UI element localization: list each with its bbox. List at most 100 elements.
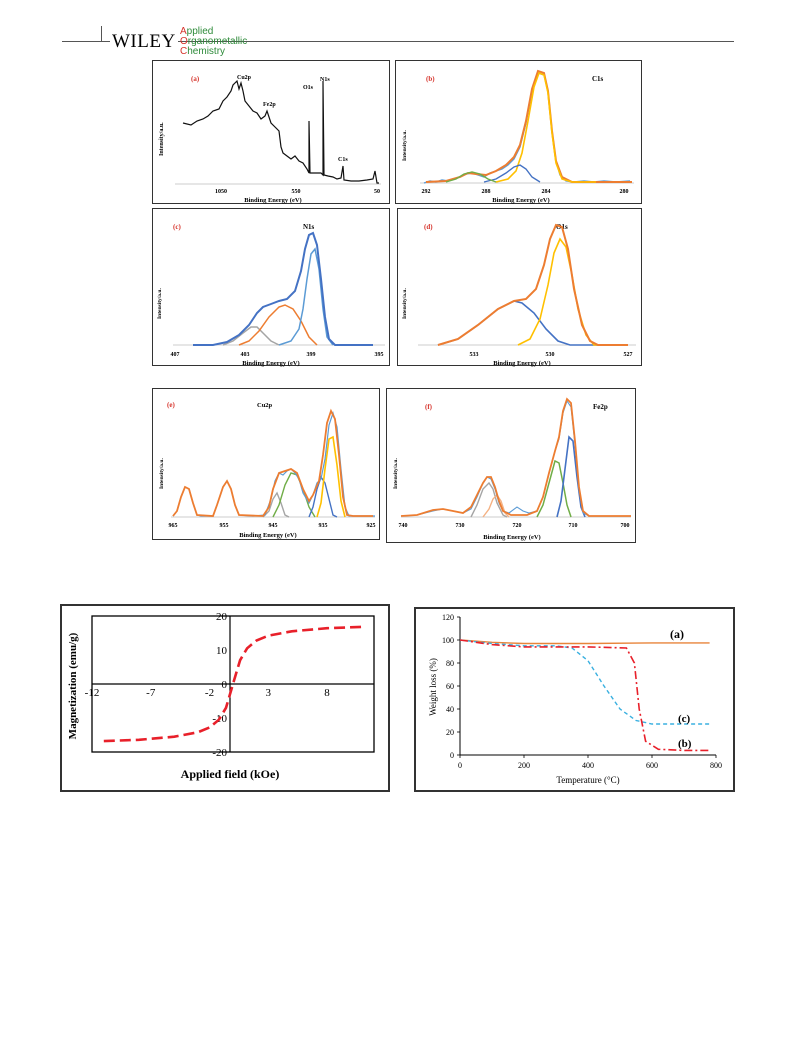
journal-line-3: Chemistry: [180, 46, 226, 57]
x-tick: 965: [169, 523, 178, 529]
vsm-y-tick: -20: [212, 747, 227, 759]
tga-x-tick: 400: [582, 761, 594, 770]
x-tick: 403: [241, 352, 250, 358]
envelope-fit: [400, 397, 631, 517]
raw-spectrum: [400, 399, 631, 517]
publisher-logo: WILEY: [110, 31, 178, 53]
x-tick: 533: [470, 352, 479, 358]
panel-tag: (f): [425, 403, 433, 411]
panel-title: N1s: [303, 223, 315, 231]
x-tick: 740: [399, 523, 408, 529]
xps-panel-d: (d) O1s Intensity/a.u. 533 530 527 Bindi…: [397, 208, 642, 367]
tga-curve-b: [459, 639, 710, 752]
xps-panel-b: (b) C1s Intensity/a.u. 292 288 284 280 B…: [395, 60, 642, 204]
tga-y-tick: 60: [446, 682, 454, 691]
tga-y-axis-label: Weight loss (%): [428, 658, 438, 716]
panel-tag: (a): [191, 75, 200, 83]
vsm-x-tick: 8: [324, 687, 330, 699]
journal-line-3-rest: hemistry: [187, 46, 226, 57]
x-tick: 527: [624, 352, 633, 358]
tga-label-a: (a): [670, 627, 684, 641]
y-axis-label: Intensity/a.u.: [402, 130, 408, 161]
header-rule: [62, 41, 734, 42]
tga-x-tick: 200: [518, 761, 530, 770]
panel-title: Fe2p: [593, 403, 608, 411]
journal-line-2: Organometallic: [180, 36, 248, 47]
xps-panel-f: (f) Fe2p Intensity/a.u. 740 730 720 710 …: [386, 388, 636, 543]
y-axis-label: Intensity/a.u.: [393, 458, 399, 489]
x-axis-label: Binding Energy (eV): [239, 532, 296, 539]
x-tick: 1050: [215, 189, 227, 195]
x-tick: 720: [513, 523, 522, 529]
xps-panel-e: (e) Cu2p Intensity/a.u. 965 955 945 935 …: [152, 388, 380, 540]
component-fit-yellow: [316, 435, 346, 518]
x-tick: 700: [621, 523, 630, 529]
x-tick: 407: [171, 352, 180, 358]
x-tick: 925: [367, 523, 376, 529]
component-fit-3: [222, 326, 280, 346]
vsm-chart: -12 -7 -2 3 8 20 10 0 -10 -20 Magnetization (emu…: [60, 604, 390, 792]
x-axis-label: Binding Energy (eV): [244, 197, 301, 204]
x-tick: 50: [374, 189, 380, 195]
peak-label-cu2p: Cu2p: [237, 75, 252, 81]
component-fit-1: [495, 71, 596, 183]
x-axis-label: Binding Energy (eV): [242, 360, 299, 367]
x-tick: 550: [292, 189, 301, 195]
journal-line-1: Applied: [180, 26, 214, 37]
vsm-x-tick: 3: [266, 687, 272, 699]
vsm-x-axis-label: Applied field (kOe): [181, 767, 280, 781]
journal-line-2-rest: rganometallic: [187, 36, 248, 47]
vsm-x-tick: -12: [85, 687, 100, 699]
xps-panel-c: (c) N1s Intensity/a.u. 407 403 399 395 B…: [152, 208, 390, 367]
panel-title: C1s: [592, 75, 604, 83]
y-axis-label: Intensity/a.u.: [157, 288, 163, 319]
vsm-x-tick: -2: [205, 687, 214, 699]
x-tick: 710: [569, 523, 578, 529]
peak-label-n1s: N1s: [320, 77, 330, 83]
vsm-hysteresis-line: [103, 625, 363, 743]
tga-chart: 0 200 400 600 800 120 100 80 60 40 20 0 (a) (c) (b…: [414, 607, 735, 792]
panel-tag: (b): [426, 75, 435, 83]
component-fit-2: [437, 300, 598, 346]
tga-x-tick: 600: [646, 761, 658, 770]
y-axis-label: Intensity/a.u.: [159, 458, 165, 489]
component-fit-blue: [556, 435, 586, 518]
x-tick: 395: [375, 352, 384, 358]
vsm-y-tick: 20: [216, 611, 228, 623]
envelope-fit: [425, 69, 632, 183]
peak-label-c1s: C1s: [338, 157, 348, 163]
tga-label-b: (b): [678, 738, 692, 750]
x-tick: 292: [422, 189, 431, 195]
panel-title: Cu2p: [257, 402, 273, 409]
x-tick: 284: [542, 189, 551, 195]
tga-x-axis-label: Temperature (°C): [556, 775, 619, 785]
xps-panel-a: (a) Intensity/a.u. Cu2p Fe2p O1s N1s C1s…: [152, 60, 390, 204]
peak-label-fe2p: Fe2p: [263, 102, 276, 108]
tga-curve-a: [459, 639, 710, 645]
envelope-fit: [437, 223, 628, 346]
component-fit-2: [238, 304, 318, 346]
x-axis-label: Binding Energy (eV): [493, 360, 550, 367]
tga-curve-c: [459, 639, 710, 725]
tga-y-tick: 120: [442, 613, 454, 622]
y-axis-label: Intensity/a.u.: [159, 122, 165, 156]
x-axis-label: Binding Energy (eV): [483, 534, 540, 541]
header-tick: [101, 26, 102, 42]
x-tick: 730: [456, 523, 465, 529]
x-tick: 530: [546, 352, 555, 358]
tga-x-tick: 800: [710, 761, 722, 770]
x-tick: 955: [220, 523, 229, 529]
x-tick: 945: [269, 523, 278, 529]
tga-y-tick: 100: [442, 636, 454, 645]
panel-tag: (d): [424, 223, 433, 231]
panel-tag: (e): [167, 401, 175, 409]
survey-spectrum: [182, 79, 379, 184]
x-tick: 935: [319, 523, 328, 529]
component-fit-3: [445, 171, 497, 183]
tga-y-tick: 20: [446, 728, 454, 737]
x-tick: 280: [620, 189, 629, 195]
tga-y-tick: 80: [446, 659, 454, 668]
x-tick: 288: [482, 189, 491, 195]
journal-line-1-rest: pplied: [186, 26, 214, 37]
tga-label-c: (c): [678, 713, 691, 725]
